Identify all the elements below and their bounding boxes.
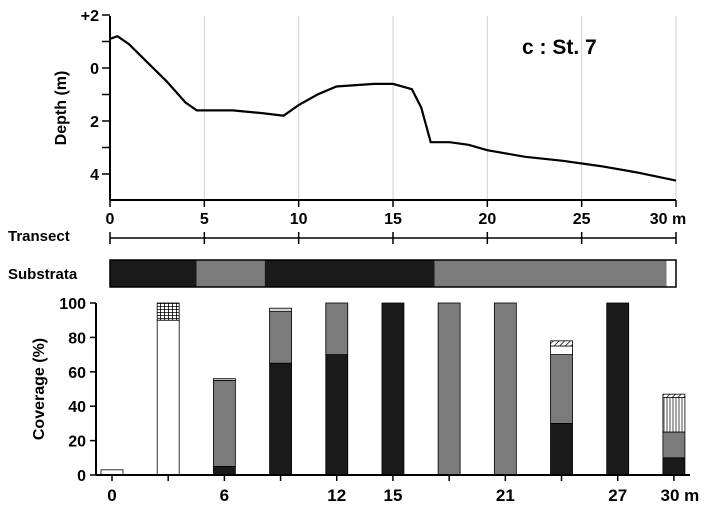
substrata-segment: [196, 260, 265, 287]
depth-x-tick-label: 0: [106, 211, 115, 228]
coverage-bar-segment: [550, 345, 573, 356]
coverage-bar-segment: [269, 362, 292, 476]
depth-y-tick-label: 2: [90, 114, 99, 131]
substrata-frame: [109, 259, 677, 288]
coverage-bar-segment: [662, 431, 686, 459]
coverage-bar-segment: [212, 379, 236, 467]
coverage-bar-segment: [269, 307, 292, 313]
coverage-x-tick-label: 27: [608, 486, 627, 505]
substrata-segment: [666, 260, 676, 287]
coverage-bar: [606, 302, 630, 476]
depth-x-ticks: 0 5 10 15 20 25 30 m: [106, 200, 686, 228]
coverage-bar: [156, 302, 180, 476]
substrata-segment: [110, 260, 197, 287]
coverage-bar-segment: [156, 319, 180, 476]
coverage-y-tick-label: 40: [68, 399, 86, 416]
coverage-y-tick-label: 0: [77, 468, 86, 485]
coverage-bar: [212, 378, 236, 476]
coverage-x-tick-label: 0: [107, 486, 116, 505]
coverage-bar-segment: [493, 302, 517, 476]
coverage-bar-segment: [662, 457, 686, 476]
depth-x-tick-label: 30 m: [650, 211, 686, 228]
coverage-panel: 0 20 40 60 80 100 0 6 12 15 21 27 30 m Coverage (%): [31, 296, 699, 505]
coverage-x-tick-label: 12: [327, 486, 346, 505]
substrata-segment: [264, 260, 435, 287]
depth-x-tick-label: 5: [200, 211, 209, 228]
coverage-bar: [493, 302, 517, 476]
coverage-y-tick-label: 80: [68, 330, 86, 347]
coverage-x-tick-label: 30 m: [661, 486, 700, 505]
coverage-bar-segment: [606, 302, 630, 476]
depth-y-tick-label: 4: [90, 167, 99, 184]
depth-x-tick-label: 10: [290, 211, 308, 228]
panel-label: c : St. 7: [522, 36, 597, 59]
substrata-label: Substrata: [8, 266, 78, 283]
coverage-bar: [437, 302, 461, 476]
substrata-bar: Substrata: [8, 259, 677, 288]
coverage-bar-segment: [381, 302, 405, 476]
coverage-bar-segment: [662, 393, 686, 399]
depth-x-tick-label: 15: [384, 211, 402, 228]
coverage-y-axis-label: Coverage (%): [31, 338, 48, 440]
coverage-bars: [100, 302, 686, 476]
coverage-bar-segment: [550, 340, 573, 347]
depth-x-tick-label: 20: [478, 211, 496, 228]
depth-series-line: [109, 34, 677, 182]
transect-axis: Transect: [8, 228, 677, 245]
substrata-segments: [110, 260, 676, 287]
depth-y-tick-label: +2: [81, 8, 99, 25]
coverage-bar-segment: [325, 302, 349, 355]
depth-y-ticks: +2 0 2 4: [81, 8, 110, 184]
depth-y-axis-label: Depth (m): [53, 71, 70, 146]
coverage-bar-segment: [212, 465, 236, 476]
substrata-segment: [434, 260, 667, 287]
coverage-y-tick-label: 100: [59, 296, 86, 313]
coverage-bar-segment: [325, 354, 349, 476]
coverage-bar: [662, 393, 686, 476]
coverage-bar: [325, 302, 349, 476]
coverage-bar-segment: [269, 311, 292, 364]
coverage-x-tick-label: 15: [383, 486, 402, 505]
coverage-x-tick-label: 6: [220, 486, 229, 505]
coverage-y-ticks: 0 20 40 60 80 100: [59, 296, 96, 485]
coverage-bar: [381, 302, 405, 476]
transect-label: Transect: [8, 228, 70, 245]
coverage-bar-segment: [550, 422, 573, 476]
coverage-bar-segment: [550, 354, 573, 424]
coverage-bar: [269, 307, 292, 476]
depth-profile-panel: +2 0 2 4 0 5 10 15 20 25 30 m Depth (m) c : St. 7: [53, 8, 686, 228]
coverage-bar-segment: [156, 302, 180, 321]
coverage-x-tick-label: 21: [496, 486, 515, 505]
depth-y-tick-label: 0: [90, 61, 99, 78]
coverage-bar-segment: [662, 397, 686, 433]
coverage-y-tick-label: 60: [68, 365, 86, 382]
transect-ticks: [109, 232, 677, 244]
depth-x-tick-label: 25: [573, 211, 591, 228]
coverage-bar-segment: [212, 378, 236, 381]
coverage-y-tick-label: 20: [68, 434, 86, 451]
coverage-bar: [550, 340, 573, 476]
depth-gridlines: [203, 16, 677, 200]
coverage-x-ticks: 0 6 12 15 21 27 30 m: [107, 475, 699, 505]
coverage-bar-segment: [437, 302, 461, 476]
